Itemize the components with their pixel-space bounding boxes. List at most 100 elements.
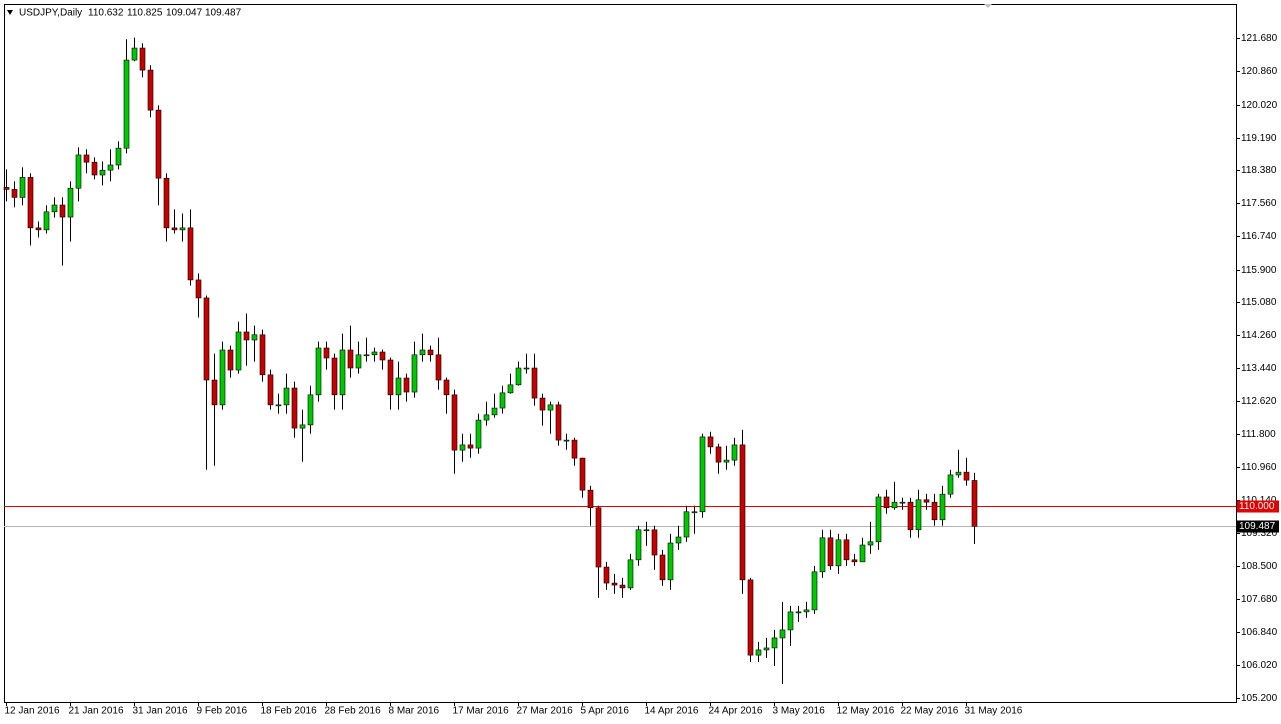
y-tick-label: 105.200 [1241, 693, 1278, 704]
candle-body [75, 154, 82, 189]
candle-body [363, 354, 370, 357]
y-tick-label: 109.320 [1241, 528, 1278, 539]
candle-body [395, 377, 402, 396]
candle-body [259, 334, 266, 376]
candle-body [707, 436, 714, 448]
candle-body [691, 511, 698, 514]
candle-body [931, 501, 938, 521]
candle-body [763, 647, 770, 651]
candle-body [235, 331, 242, 371]
candle-body [435, 354, 442, 381]
candle-body [579, 457, 586, 491]
candle-body [243, 331, 250, 341]
candle-body [651, 529, 658, 556]
candle-body [139, 47, 146, 71]
chart-title: USDJPY,Daily [19, 8, 82, 19]
candle-body [587, 489, 594, 509]
candle-body [99, 169, 106, 176]
x-tick-label: 9 Feb 2016 [197, 706, 248, 717]
candle-body [339, 349, 346, 396]
candle-body [731, 444, 738, 461]
candle-body [779, 629, 786, 639]
candle-body [147, 69, 154, 111]
candle-body [163, 177, 170, 229]
y-tick-label: 114.260 [1241, 330, 1277, 341]
y-tick-label: 106.020 [1241, 660, 1278, 671]
candle-body [443, 379, 450, 396]
candle-body [323, 347, 330, 359]
candle-body [219, 349, 226, 406]
candle-body [451, 394, 458, 451]
candle-body [11, 189, 18, 198]
candle-body [571, 439, 578, 459]
candle-body [459, 444, 466, 451]
candle-body [915, 499, 922, 531]
candle-body [467, 444, 474, 449]
y-tick-label: 110.960 [1241, 462, 1277, 473]
candle-body [387, 359, 394, 396]
candle-body [643, 529, 650, 532]
candle-body [171, 227, 178, 231]
candle-body [331, 357, 338, 396]
candle-body [843, 539, 850, 561]
candle-body [123, 59, 130, 149]
candle-body [315, 347, 322, 396]
y-tick-label: 108.500 [1241, 561, 1278, 572]
menu-arrow [7, 10, 13, 15]
x-tick-label: 17 Mar 2016 [453, 706, 510, 717]
price-label-box [1237, 500, 1279, 513]
candle-body [291, 387, 298, 429]
x-tick-label: 14 Apr 2016 [645, 706, 699, 717]
candle-body [755, 649, 762, 656]
candle-body [499, 392, 506, 409]
candle-body [275, 404, 282, 407]
candle-body [179, 227, 186, 231]
x-tick-label: 24 Apr 2016 [709, 706, 763, 717]
y-tick-label: 120.860 [1241, 66, 1278, 77]
candle-body [659, 554, 666, 581]
candle-body [43, 211, 50, 231]
candle-body [347, 349, 354, 369]
x-tick-label: 12 Jan 2016 [5, 706, 60, 717]
candle-body [867, 541, 874, 546]
candle-body [515, 367, 522, 386]
candle-body [475, 419, 482, 449]
candle-body [299, 424, 306, 429]
header-value: 109.487 [205, 8, 242, 19]
candle-body [107, 164, 114, 171]
candle-body [211, 379, 218, 406]
candle-body [875, 496, 882, 543]
header-value: 109.047 [166, 8, 203, 19]
candle-body [675, 536, 682, 544]
candle-body [115, 147, 122, 166]
price-label: 109.487 [1239, 521, 1276, 532]
candle-body [155, 109, 162, 179]
candle-body [859, 544, 866, 563]
candle-body [507, 384, 514, 394]
candle-body [427, 349, 434, 356]
candle-body [955, 471, 962, 476]
x-tick-label: 8 Mar 2016 [389, 706, 440, 717]
x-tick-label: 22 May 2016 [901, 706, 959, 717]
candle-body [563, 439, 570, 442]
candle-body [3, 187, 10, 190]
candle-body [67, 187, 74, 218]
candle-body [283, 387, 290, 406]
candle-body [539, 397, 546, 411]
candle-body [595, 507, 602, 568]
candle-body [555, 404, 562, 441]
candle-body [371, 351, 378, 356]
candle-body [619, 584, 626, 589]
candle-body [715, 446, 722, 463]
candle-body [27, 177, 34, 229]
y-tick-label: 117.560 [1241, 198, 1277, 209]
y-tick-label: 120.020 [1241, 100, 1278, 111]
y-tick-label: 111.800 [1241, 429, 1276, 440]
header-value: 110.632 [88, 8, 124, 19]
candle-body [883, 496, 890, 509]
y-tick-label: 121.680 [1241, 33, 1278, 44]
x-tick-label: 3 May 2016 [773, 706, 826, 717]
candle-body [723, 459, 730, 463]
